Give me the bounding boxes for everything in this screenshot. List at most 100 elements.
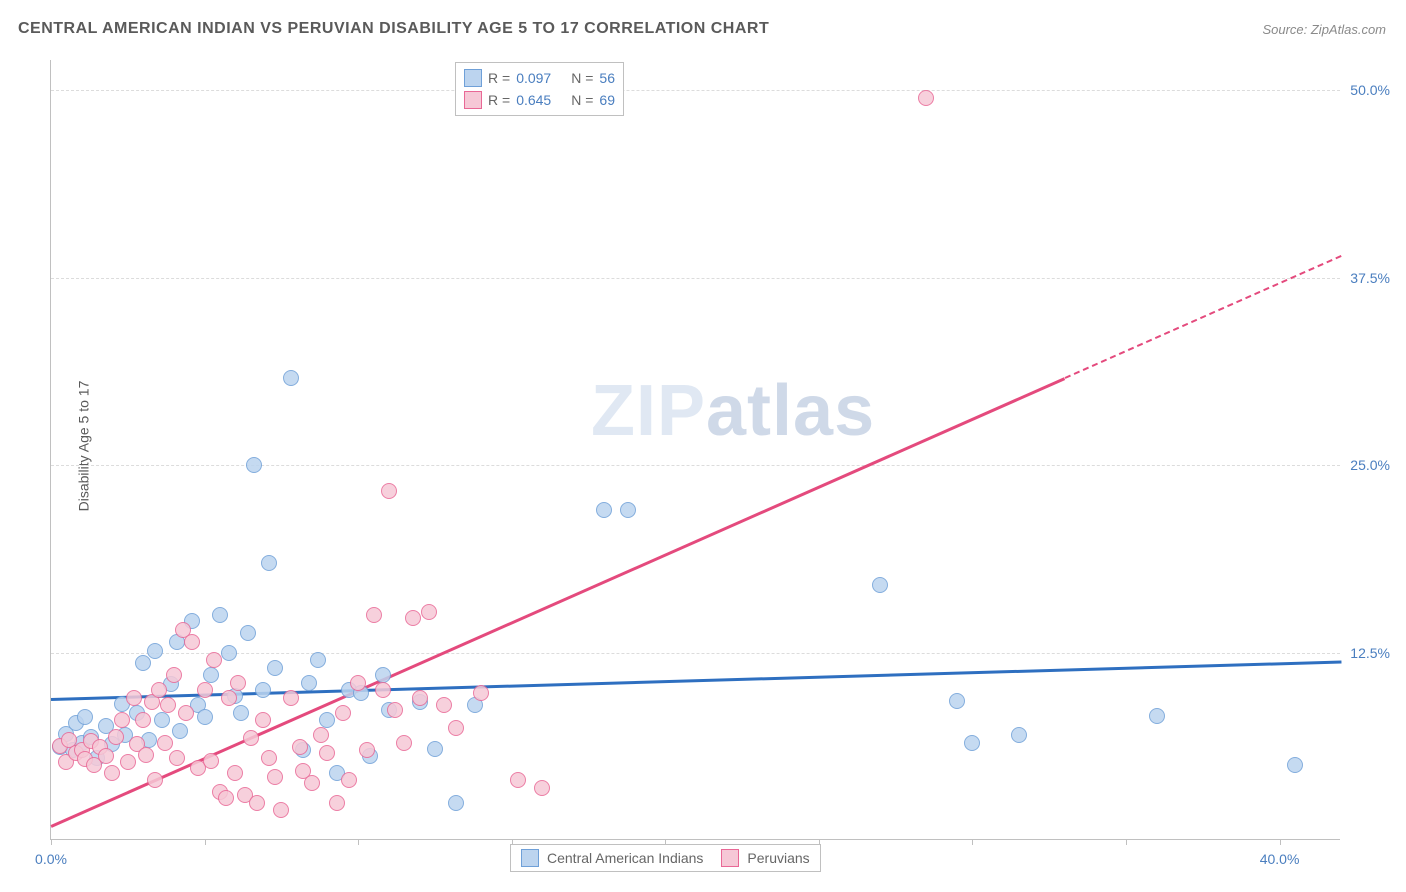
data-point [341,772,357,788]
data-point [261,750,277,766]
x-tick [358,839,359,845]
data-point [292,739,308,755]
data-point [872,577,888,593]
data-point [396,735,412,751]
data-point [310,652,326,668]
stat-n-label: N = [571,92,593,108]
data-point [335,705,351,721]
data-point [1287,757,1303,773]
data-point [350,675,366,691]
y-tick-label: 37.5% [1350,270,1390,286]
data-point [319,745,335,761]
data-point [249,795,265,811]
data-point [184,634,200,650]
data-point [126,690,142,706]
data-point [273,802,289,818]
data-point [218,790,234,806]
x-tick-label: 40.0% [1260,851,1300,867]
data-point [212,607,228,623]
data-point [448,795,464,811]
data-point [166,667,182,683]
data-point [147,643,163,659]
data-point [359,742,375,758]
stat-n-value: 69 [599,92,615,108]
data-point [329,795,345,811]
data-point [120,754,136,770]
stat-n-label: N = [571,70,593,86]
data-point [1149,708,1165,724]
gridline [51,653,1340,654]
data-point [620,502,636,518]
legend-swatch [721,849,739,867]
data-point [267,660,283,676]
y-tick-label: 50.0% [1350,82,1390,98]
stat-n-value: 56 [599,70,615,86]
data-point [534,780,550,796]
data-point [135,655,151,671]
legend-swatch [464,69,482,87]
data-point [949,693,965,709]
regression-line [1064,255,1341,379]
data-point [304,775,320,791]
legend-label: Central American Indians [547,850,703,866]
data-point [313,727,329,743]
data-point [405,610,421,626]
data-point [169,750,185,766]
legend-label: Peruvians [747,850,809,866]
data-point [255,712,271,728]
legend-swatch [464,91,482,109]
data-point [473,685,489,701]
data-point [221,645,237,661]
data-point [197,709,213,725]
data-point [172,723,188,739]
data-point [448,720,464,736]
data-point [243,730,259,746]
data-point [240,625,256,641]
data-point [375,682,391,698]
data-point [412,690,428,706]
stat-r-label: R = [488,92,510,108]
chart-container: CENTRAL AMERICAN INDIAN VS PERUVIAN DISA… [0,0,1406,892]
data-point [319,712,335,728]
stat-r-value: 0.645 [516,92,551,108]
data-point [98,748,114,764]
data-point [381,483,397,499]
data-point [964,735,980,751]
data-point [77,709,93,725]
stats-row: R =0.097N =56 [464,67,615,89]
data-point [160,697,176,713]
chart-title: CENTRAL AMERICAN INDIAN VS PERUVIAN DISA… [18,20,769,38]
legend-item: Peruvians [721,849,809,867]
data-point [147,772,163,788]
data-point [227,765,243,781]
data-point [427,741,443,757]
data-point [197,682,213,698]
plot-area: ZIPatlas 12.5%25.0%37.5%50.0%0.0%40.0% [50,60,1340,840]
gridline [51,90,1340,91]
x-tick [1126,839,1127,845]
data-point [104,765,120,781]
data-point [510,772,526,788]
data-point [114,712,130,728]
x-tick [1280,839,1281,845]
data-point [301,675,317,691]
data-point [387,702,403,718]
data-point [246,457,262,473]
x-tick [51,839,52,845]
data-point [421,604,437,620]
data-point [203,753,219,769]
data-point [221,690,237,706]
y-tick-label: 25.0% [1350,457,1390,473]
bottom-legend: Central American Indians Peruvians [510,844,821,872]
watermark: ZIPatlas [591,370,875,452]
data-point [157,735,173,751]
data-point [283,370,299,386]
data-point [206,652,222,668]
data-point [267,769,283,785]
data-point [154,712,170,728]
data-point [135,712,151,728]
data-point [283,690,299,706]
data-point [918,90,934,106]
gridline [51,278,1340,279]
y-tick-label: 12.5% [1350,645,1390,661]
